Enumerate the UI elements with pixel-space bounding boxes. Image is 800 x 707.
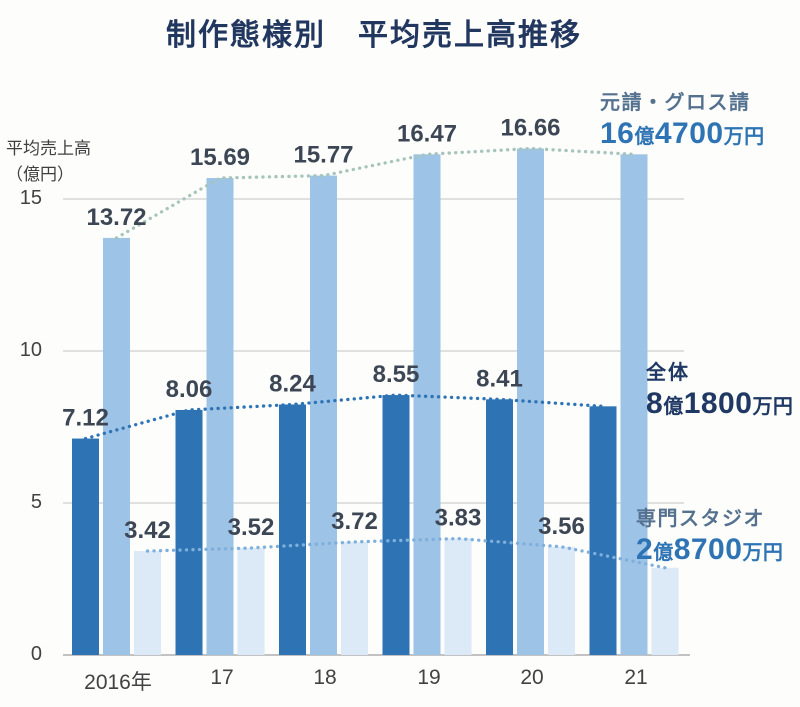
bar-zentai-2016年 [72, 438, 99, 655]
value-label-senmon-20: 3.56 [538, 513, 585, 540]
legend-zentai-value-unit1: 億 [663, 396, 684, 418]
x-tick-21: 21 [624, 666, 648, 689]
value-label-zentai-19: 8.55 [373, 361, 420, 388]
x-tick-20: 20 [520, 666, 544, 689]
legend-zentai-value-num1: 8 [646, 387, 664, 420]
y-tick-5: 5 [30, 491, 42, 513]
legend-zentai-value-num2: 1800 [683, 387, 753, 420]
x-tick-19: 19 [417, 666, 441, 689]
value-label-motouke-20: 16.66 [500, 115, 560, 142]
x-tick-2016: 2016年 [84, 671, 152, 694]
value-label-motouke-17: 15.69 [190, 144, 250, 171]
legend-zentai-value: 8億1800万円 [646, 388, 793, 420]
legend-motouke-value: 16億4700万円 [600, 118, 765, 150]
legend-motouke-value-num2: 4700 [654, 117, 724, 150]
bar-senmon-20 [548, 546, 575, 655]
bar-zentai-21 [589, 406, 617, 655]
legend-senmon-value: 2億8700万円 [636, 534, 783, 566]
bar-senmon-17 [237, 547, 265, 655]
value-label-zentai-2016年: 7.12 [62, 405, 109, 432]
trend-line-motouke [114, 146, 636, 240]
legend-zentai-label: 全体 [646, 362, 690, 384]
bar-zentai-18 [279, 404, 306, 655]
bar-zentai-19 [382, 395, 410, 655]
bar-zentai-20 [486, 399, 513, 655]
x-tick-18: 18 [313, 666, 337, 689]
y-tick-0: 0 [30, 643, 42, 665]
bar-senmon-2016年 [134, 551, 161, 655]
bar-senmon-19 [444, 538, 472, 655]
legend-zentai: 全体 8億1800万円 [646, 356, 793, 420]
value-label-zentai-18: 8.24 [269, 371, 316, 398]
x-tick-17: 17 [210, 666, 234, 689]
legend-motouke-value-unit2: 万円 [723, 126, 765, 148]
value-label-senmon-2016年: 3.42 [124, 517, 171, 544]
trend-line-senmon [145, 536, 667, 570]
legend-motouke-value-num1: 16 [600, 117, 635, 150]
bar-motouke-18 [310, 175, 337, 656]
value-label-senmon-19: 3.83 [435, 505, 482, 532]
value-label-motouke-2016年: 13.72 [86, 204, 146, 231]
legend-zentai-value-unit2: 万円 [752, 396, 794, 418]
bar-motouke-17 [206, 178, 234, 656]
legend-senmon-value-num1: 2 [636, 533, 654, 566]
y-axis-title-line1: 平均売上高 [6, 139, 91, 158]
bar-motouke-19 [413, 154, 441, 655]
legend-senmon-value-num2: 8700 [673, 533, 743, 566]
legend-senmon-label: 専門スタジオ [636, 508, 765, 530]
y-axis-title-line2: （億円） [6, 165, 74, 185]
y-tick-10: 10 [19, 339, 42, 361]
value-label-zentai-17: 8.06 [166, 376, 213, 403]
bar-senmon-21 [651, 567, 679, 655]
value-label-senmon-18: 3.72 [331, 508, 378, 535]
value-label-motouke-19: 16.47 [397, 120, 457, 147]
bar-senmon-18 [341, 541, 368, 655]
value-label-zentai-20: 8.41 [476, 365, 523, 392]
bar-zentai-17 [175, 409, 203, 655]
bar-motouke-21 [620, 154, 648, 655]
value-label-senmon-17: 3.52 [228, 514, 275, 541]
trend-line-zentai [83, 393, 605, 441]
legend-senmon-value-unit1: 億 [653, 542, 674, 564]
value-label-motouke-18: 15.77 [293, 142, 353, 169]
legend-motouke-label: 元請・グロス請 [600, 92, 751, 114]
legend-motouke: 元請・グロス請 16億4700万円 [600, 86, 765, 150]
y-tick-15: 15 [19, 187, 42, 209]
legend-senmon-value-unit2: 万円 [742, 542, 784, 564]
chart-title: 制作態様別 平均売上高推移 [166, 19, 582, 52]
legend-senmon: 専門スタジオ 2億8700万円 [636, 502, 783, 566]
legend-motouke-value-unit1: 億 [634, 126, 655, 148]
y-axis-title: 平均売上高 （億円） [6, 136, 91, 189]
bar-motouke-2016年 [103, 237, 130, 656]
